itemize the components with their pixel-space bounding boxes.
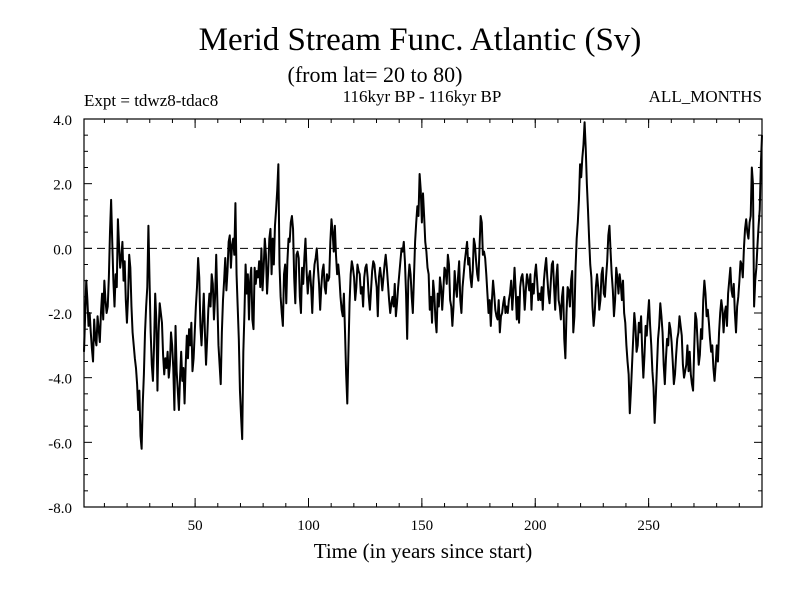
x-tick-label: 250 <box>637 518 660 534</box>
y-tick-label: 0.0 <box>53 242 72 258</box>
x-axis-tick-labels: 50 100 150 200 250 <box>188 518 660 534</box>
period-label: 116kyr BP - 116kyr BP <box>343 87 502 106</box>
chart-title: Merid Stream Func. Atlantic (Sv) <box>199 22 642 58</box>
y-tick-label: -2.0 <box>48 307 72 323</box>
months-label: ALL_MONTHS <box>649 87 762 106</box>
x-tick-label: 150 <box>411 518 434 534</box>
x-axis-label: Time (in years since start) <box>314 539 533 563</box>
y-tick-label: -8.0 <box>48 501 72 517</box>
x-tick-label: 100 <box>297 518 320 534</box>
x-tick-label: 50 <box>188 518 203 534</box>
x-tick-label: 200 <box>524 518 547 534</box>
experiment-label: Expt = tdwz8-tdac8 <box>84 91 218 110</box>
y-tick-label: -4.0 <box>48 372 72 388</box>
series-line <box>83 121 763 450</box>
y-tick-label: 2.0 <box>53 178 72 194</box>
plot-frame <box>83 118 763 508</box>
y-tick-label: -6.0 <box>48 436 72 452</box>
y-tick-label: 4.0 <box>53 113 72 129</box>
y-axis-tick-labels: -8.0 -6.0 -4.0 -2.0 0.0 2.0 4.0 <box>48 113 72 517</box>
chart-subtitle: (from lat= 20 to 80) <box>288 62 463 87</box>
